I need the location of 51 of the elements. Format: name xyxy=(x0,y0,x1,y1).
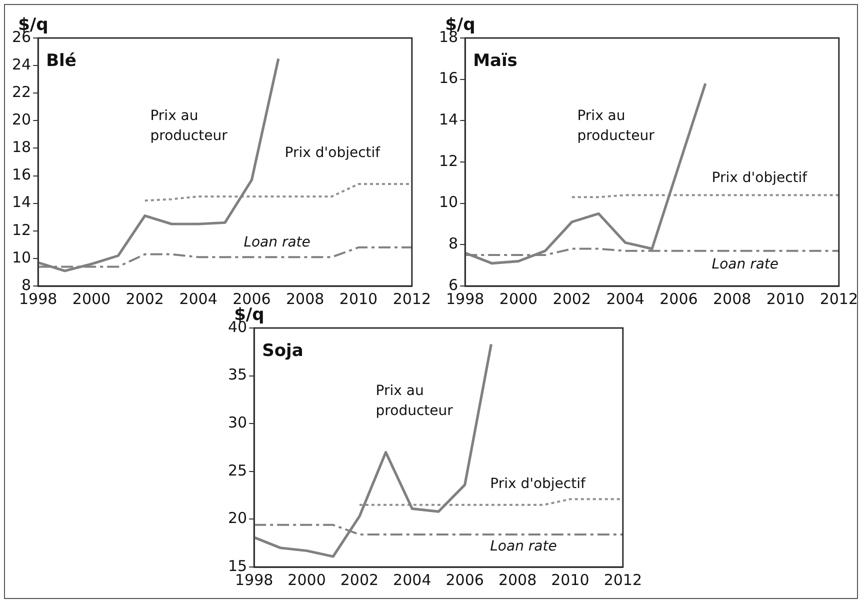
y-tick-label: 22 xyxy=(12,83,32,101)
x-tick-label: 2002 xyxy=(552,290,591,308)
y-tick-label: 20 xyxy=(228,509,248,528)
series-label: Loan rate xyxy=(244,234,310,250)
x-tick-label: 2012 xyxy=(820,290,858,308)
y-tick-label: 12 xyxy=(438,152,458,170)
series-label: Loan rate xyxy=(490,538,557,554)
y-tick-label: 14 xyxy=(438,110,458,129)
x-tick-label: 2006 xyxy=(232,290,271,308)
text: Soja xyxy=(262,341,304,361)
series-label: Loan rate xyxy=(712,256,779,273)
x-tick-label: 2010 xyxy=(766,290,805,308)
y-tick-label: 18 xyxy=(12,138,32,156)
line-series xyxy=(144,183,412,202)
text: Prix au producteur xyxy=(150,108,228,144)
x-tick-label: 2000 xyxy=(72,290,111,308)
x-tick-label: 2004 xyxy=(179,290,218,308)
x-tick-label: 2006 xyxy=(446,570,484,589)
series-label: Prix d'objectif xyxy=(284,145,382,162)
y-tick-label: 8 xyxy=(448,234,458,253)
y-tick-label: 16 xyxy=(12,166,32,184)
text: Prix au producteur xyxy=(577,108,655,144)
x-tick-label: 2010 xyxy=(551,570,590,589)
series-label: Prix au producteur xyxy=(376,382,454,419)
x-tick-label: 2006 xyxy=(660,290,698,308)
x-tick-label: 2008 xyxy=(286,290,324,308)
x-tick-label: 2002 xyxy=(340,570,379,589)
x-tick-label: 2010 xyxy=(339,290,378,308)
y-tick-label: 35 xyxy=(228,366,248,384)
series-label: Prix d'objectif xyxy=(490,476,586,492)
series-label: Prix d'objectif xyxy=(712,170,808,186)
x-tick-label: 2004 xyxy=(606,290,644,308)
x-tick-label: 2012 xyxy=(392,290,432,308)
x-tick-label: 2004 xyxy=(393,570,432,589)
y-tick-label: 10 xyxy=(12,248,32,266)
x-tick-label: 2000 xyxy=(288,570,326,589)
y-tick-label: 16 xyxy=(438,69,458,88)
x-tick-label: 2012 xyxy=(604,570,642,589)
x-tick-label: 2008 xyxy=(498,570,537,589)
y-tick-label: 10 xyxy=(438,193,458,212)
text: Maïs xyxy=(473,51,518,71)
y-tick-label: 14 xyxy=(12,193,32,212)
x-tick-label: 2008 xyxy=(713,290,752,308)
y-tick-label: 25 xyxy=(228,461,248,480)
y-tick-label: 12 xyxy=(12,220,32,239)
x-tick-label: 2002 xyxy=(126,290,164,308)
y-tick-label: 24 xyxy=(12,55,32,74)
x-tick-label: 2000 xyxy=(499,290,538,308)
y-tick-label: 30 xyxy=(228,413,248,432)
text: Blé xyxy=(46,51,76,71)
y-tick-label: 20 xyxy=(12,110,32,129)
